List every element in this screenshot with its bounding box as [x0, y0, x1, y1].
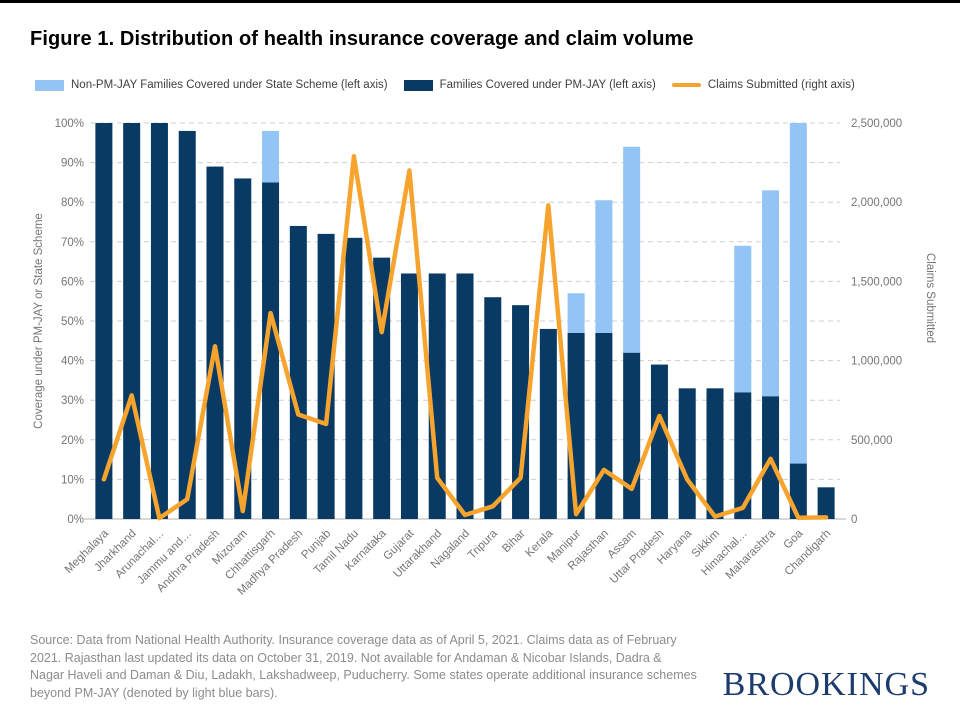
combo-chart: 0% 10% 20% 30% 40% 50% 60% 70% 80% 90% 100% 0 500,00…: [33, 118, 936, 598]
bar-pmjay-Rajasthan: [595, 332, 613, 519]
chart-legend: Non-PM-JAY Families Covered under State …: [35, 79, 935, 91]
bar-pmjay-Nagaland: [456, 273, 474, 519]
right-axis-tick-1,000,000: 1,000,000: [851, 356, 902, 368]
bar-pmjay-Meghalaya: [95, 123, 113, 519]
legend-item-2: Families Covered under PM-JAY (left axis…: [403, 79, 656, 91]
left-axis-tick-60%: 60%: [61, 276, 84, 288]
bar-pmjay-Uttar Pradesh: [650, 364, 668, 519]
left-axis-tick-20%: 20%: [61, 435, 84, 447]
legend-swatch-1: [35, 79, 64, 91]
left-axis-tick-10%: 10%: [61, 474, 84, 486]
bar-pmjay-Assam: [623, 352, 641, 519]
left-axis-tick-50%: 50%: [61, 316, 84, 328]
bar-pmjay-Mizoram: [234, 178, 252, 519]
source-note: Source: Data from National Health Author…: [30, 633, 697, 700]
bar-pmjay-Chhattisgarh: [262, 182, 280, 519]
legend-label-1: Non-PM-JAY Families Covered under State …: [71, 79, 388, 91]
bar-pmjay-Uttarakhand: [428, 273, 446, 519]
right-axis-tick-2,000,000: 2,000,000: [851, 197, 902, 209]
bar-pmjay-Sikkim: [706, 388, 724, 519]
left-axis-tick-40%: 40%: [61, 356, 84, 368]
bar-state-scheme-Chhattisgarh: [262, 130, 280, 183]
bar-pmjay-Madhya Pradesh: [289, 225, 307, 519]
left-axis-title: Coverage under PM-JAY or State Scheme: [33, 213, 45, 429]
right-axis-tick-1,500,000: 1,500,000: [851, 276, 902, 288]
bar-state-scheme-Goa: [789, 123, 807, 464]
bar-pmjay-Jammu and…: [178, 130, 196, 520]
bar-pmjay-Goa: [789, 463, 807, 519]
bar-state-scheme-Manipur: [567, 293, 585, 333]
bar-pmjay-Tamil Nadu: [345, 237, 363, 519]
bar-pmjay-Kerala: [539, 328, 557, 519]
bar-pmjay-Tripura: [484, 297, 502, 519]
left-axis-tick-80%: 80%: [61, 197, 84, 209]
bar-state-scheme-Maharashtra: [762, 190, 780, 397]
legend-label-3: Claims Submitted (right axis): [707, 79, 855, 91]
bar-pmjay-Punjab: [317, 233, 335, 519]
bar-pmjay-Arunachal…: [150, 123, 168, 519]
bar-pmjay-Gujarat: [400, 273, 418, 519]
bar-pmjay-Bihar: [512, 305, 530, 519]
legend-swatch-3: [671, 82, 701, 88]
left-axis-tick-30%: 30%: [61, 395, 84, 407]
claims-submitted-line: [101, 154, 829, 521]
right-axis-tick-500,000: 500,000: [851, 435, 893, 447]
legend-item-1: Non-PM-JAY Families Covered under State …: [35, 79, 388, 91]
bar-state-scheme-Himachal…: [734, 245, 752, 393]
left-axis-tick-100%: 100%: [55, 118, 84, 130]
legend-swatch-2: [403, 79, 433, 91]
legend-item-3: Claims Submitted (right axis): [671, 79, 855, 91]
bar-pmjay-Jharkhand: [123, 123, 141, 519]
legend-label-2: Families Covered under PM-JAY (left axis…: [439, 79, 656, 91]
left-axis-tick-70%: 70%: [61, 237, 84, 249]
right-axis-tick-2,500,000: 2,500,000: [851, 118, 902, 130]
left-axis-tick-90%: 90%: [61, 158, 84, 170]
bar-pmjay-Haryana: [678, 388, 696, 519]
x-axis-label-Goa: Goa: [782, 527, 806, 551]
right-axis-tick-0: 0: [851, 514, 857, 526]
left-axis-tick-0%: 0%: [67, 514, 84, 526]
top-border-rule: [0, 0, 960, 3]
bar-state-scheme-Assam: [623, 146, 641, 353]
x-axis-label-Tripura: Tripura: [466, 527, 500, 561]
right-axis-title: Claims Submitted: [924, 253, 936, 343]
bar-pmjay-Chandigarh: [817, 487, 835, 519]
bar-state-scheme-Rajasthan: [595, 200, 613, 333]
bar-pmjay-Andhra Pradesh: [206, 166, 224, 519]
bar-pmjay-Karnataka: [373, 257, 391, 519]
x-axis-label-Maharashtra: Maharashtra: [724, 527, 779, 582]
bar-pmjay-Himachal…: [734, 392, 752, 519]
figure-title: Figure 1. Distribution of health insuran…: [30, 28, 694, 50]
brookings-logo: BROOKINGS: [722, 666, 930, 703]
